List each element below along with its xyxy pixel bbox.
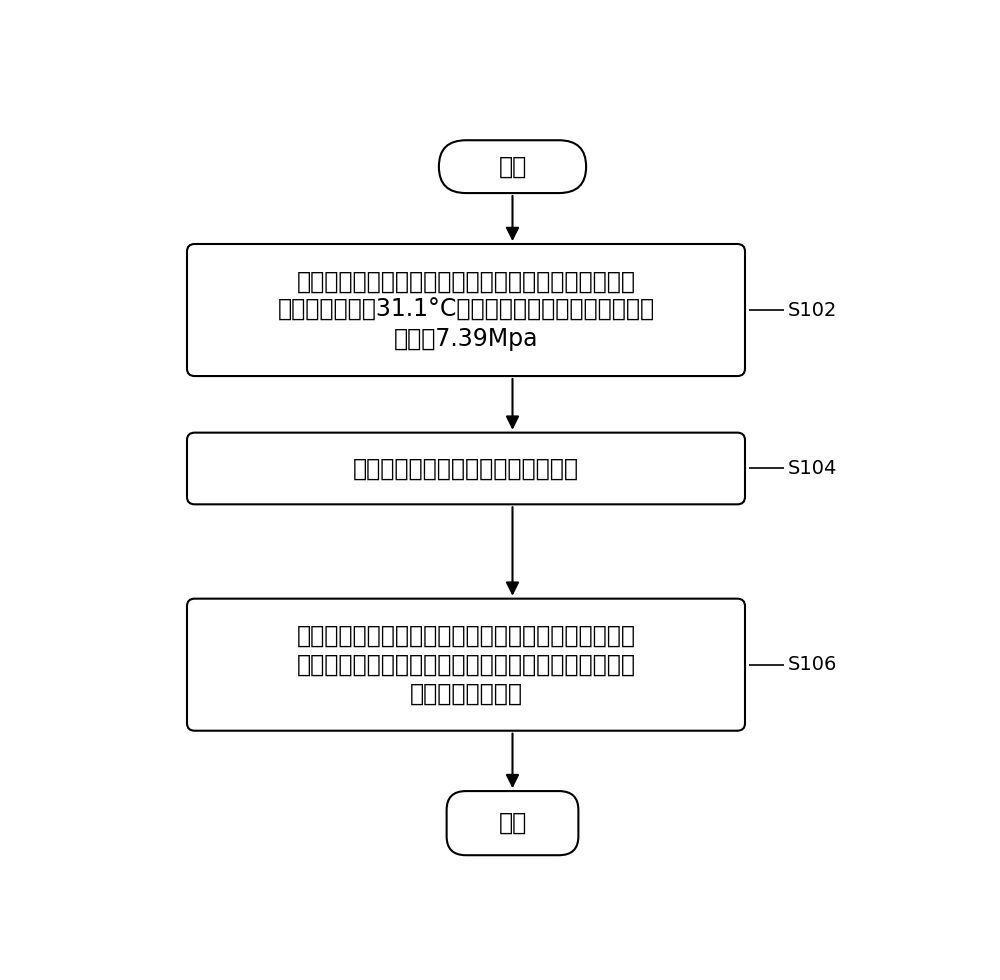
Text: S104: S104	[788, 459, 837, 478]
Text: 制备超临界态的二氧化碳，其中，超临界态的二氧化碳: 制备超临界态的二氧化碳，其中，超临界态的二氧化碳	[296, 270, 636, 293]
Text: S102: S102	[788, 301, 837, 319]
Text: 中进行无水染色，以使疏水剂附着在聚酯纤维表面，以: 中进行无水染色，以使疏水剂附着在聚酯纤维表面，以	[296, 653, 636, 676]
FancyBboxPatch shape	[187, 244, 745, 376]
Text: 形成疏水聚酯纤维: 形成疏水聚酯纤维	[410, 681, 522, 706]
FancyBboxPatch shape	[447, 791, 578, 856]
Text: 的温度大于等于31.1°C，超临界态的二氧化碳的压力大: 的温度大于等于31.1°C，超临界态的二氧化碳的压力大	[277, 298, 655, 322]
FancyBboxPatch shape	[187, 432, 745, 505]
Text: 将疏水剂溶于超临界态的二氧化碳中: 将疏水剂溶于超临界态的二氧化碳中	[353, 457, 579, 480]
FancyBboxPatch shape	[439, 140, 586, 193]
Text: 于等于7.39Mpa: 于等于7.39Mpa	[394, 326, 538, 351]
Text: 将待染色的聚酯纤维溶于疏水剂的超临界态的二氧化碳: 将待染色的聚酯纤维溶于疏水剂的超临界态的二氧化碳	[296, 624, 636, 648]
FancyBboxPatch shape	[187, 599, 745, 731]
Text: 开始: 开始	[498, 155, 527, 178]
Text: 结束: 结束	[498, 811, 527, 835]
Text: S106: S106	[788, 656, 837, 674]
